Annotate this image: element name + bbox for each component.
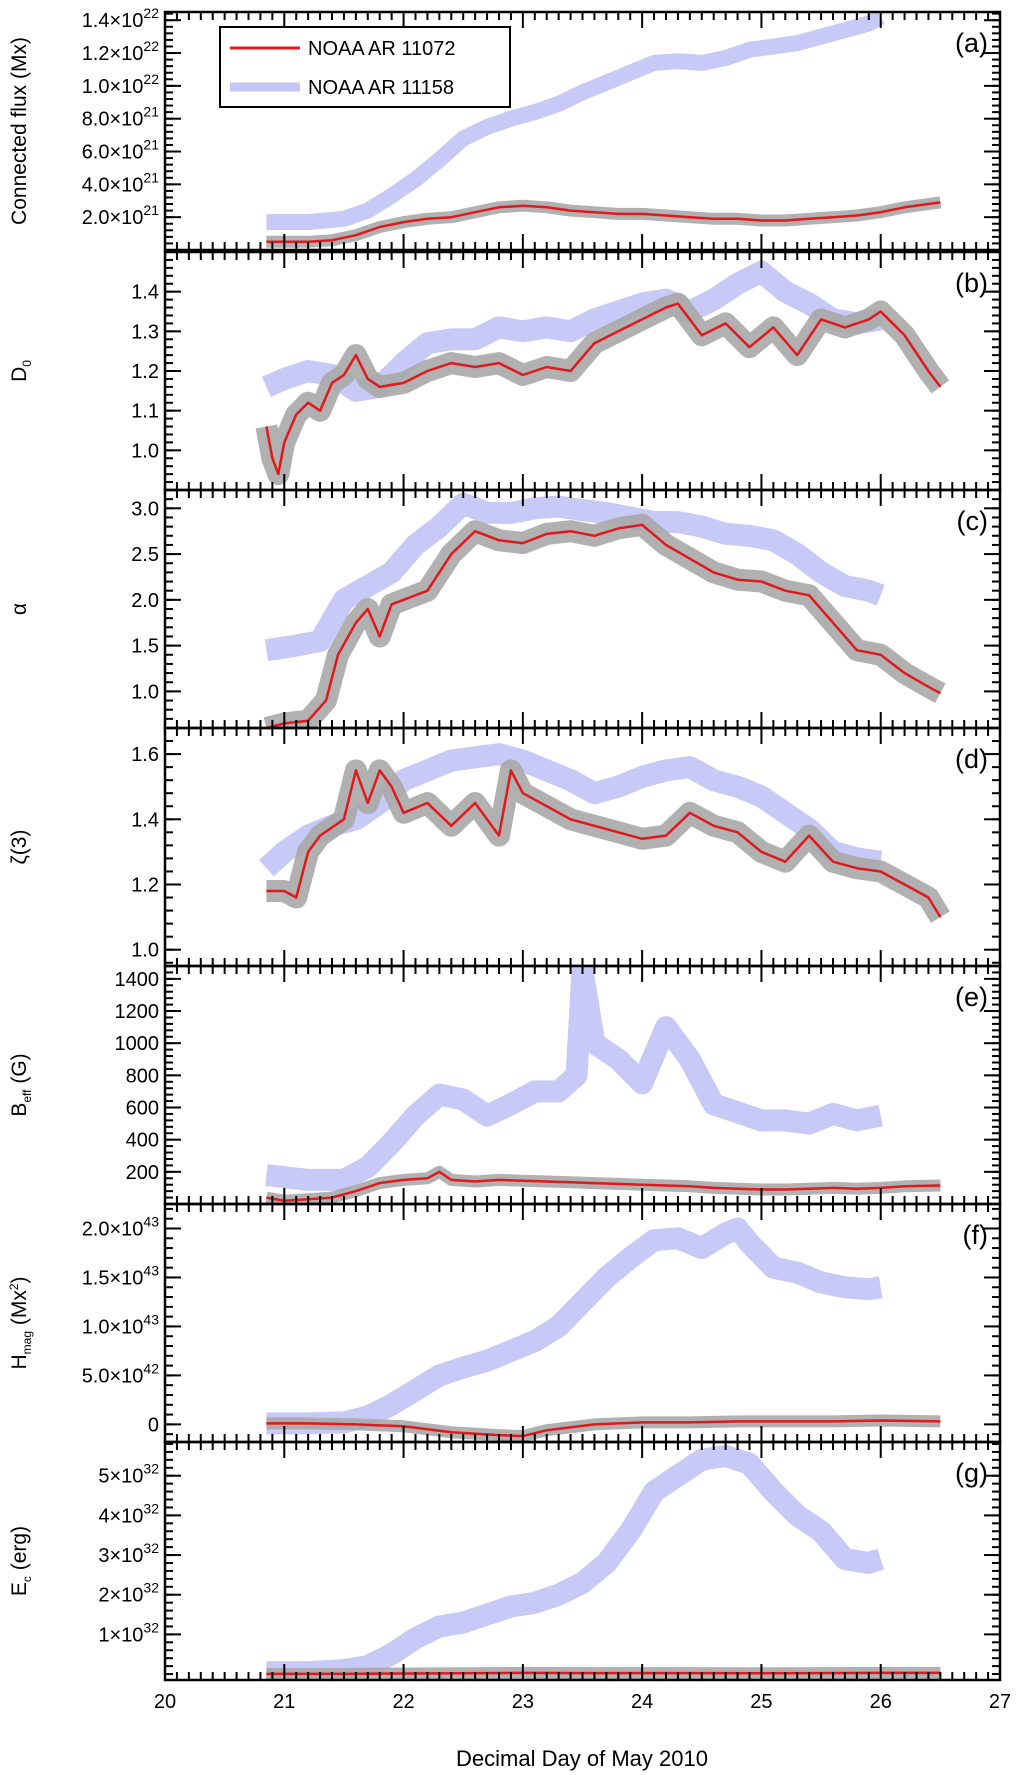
panels-layer: 2.0×1021 4.0×1021 6.0×1021 8.0×1021 1.0×1022… [7, 5, 1011, 1713]
series-ar11158-line [265, 966, 883, 1191]
y-tick-label: 2.0×1043 [82, 1213, 160, 1240]
y-tick-label: 4×1032 [98, 1500, 159, 1527]
y-tick-label: 1.0×1043 [82, 1311, 160, 1338]
y-tick-label: 1×1032 [98, 1619, 159, 1646]
y-tick-label: 1.2 [131, 874, 159, 896]
y-tick-label: 1.2 [131, 361, 159, 383]
y-tick-label: 2.0 [131, 590, 159, 612]
y-tick-label: 1.0 [131, 440, 159, 462]
x-tick-label: 20 [154, 1691, 176, 1713]
legend: NOAA AR 11072 NOAA AR 11158 [219, 26, 511, 108]
y-tick-label: 1.6 [131, 744, 159, 766]
plot-area [263, 492, 946, 728]
panel-tag: (d) [955, 744, 988, 774]
y-tick-label: 1.0 [131, 940, 159, 962]
panel-tag: (f) [963, 1220, 988, 1250]
y-tick-label: 4.0×1021 [82, 169, 160, 196]
legend-label-ar11158: NOAA AR 11158 [308, 77, 454, 99]
panel-a: 2.0×1021 4.0×1021 6.0×1021 8.0×1021 1.0×1022… [8, 5, 1002, 252]
y-tick-label: 1400 [115, 969, 160, 991]
panel-e: 200 400 600 800 1000 1200 1400 (e) Beff (G) [8, 964, 1002, 1206]
panel-b: 1.0 1.1 1.2 1.3 1.4 (b) D0 [8, 250, 1002, 492]
y-axis-title: Beff (G) [8, 1053, 34, 1116]
x-tick-label: 26 [870, 1691, 892, 1713]
y-tick-label: 1.0 [131, 681, 159, 703]
series-ar11072-line [266, 1170, 941, 1203]
series-ar11072-line [265, 302, 942, 476]
x-tick-label: 25 [750, 1691, 772, 1713]
panel-tag: (c) [957, 506, 988, 536]
y-tick-label: 3×1032 [98, 1540, 159, 1567]
y-axis-title: Hmag (Mx2) [7, 1276, 34, 1369]
y-tick-label: 5×1032 [98, 1461, 159, 1488]
y-axis-title: D0 [8, 360, 34, 382]
y-tick-label: 5.0×1042 [82, 1360, 160, 1387]
y-tick-label: 600 [126, 1098, 159, 1120]
y-tick-label: 1.3 [131, 321, 159, 343]
panel-c: 1.0 1.5 2.0 2.5 3.0 (c) α [8, 488, 1002, 730]
series-ar11072-error-band [263, 513, 946, 728]
series-ar11158-line [266, 1217, 883, 1435]
y-tick-label: 1.4 [131, 282, 159, 304]
y-tick-label: 1000 [115, 1033, 160, 1055]
series-ar11158-line [264, 492, 885, 662]
y-tick-label: 400 [126, 1130, 159, 1152]
series-ar11072-line [266, 1671, 941, 1676]
y-tick-label: 1.1 [131, 401, 159, 423]
x-tick-label: 22 [392, 1691, 414, 1713]
series-ar11072-line [266, 523, 941, 728]
y-tick-label: 1.0×1022 [82, 71, 160, 98]
panel-d: 1.0 1.2 1.4 1.6 (d) ζ(3) [8, 726, 1002, 968]
y-tick-label: 200 [126, 1162, 159, 1184]
legend-label-ar11072: NOAA AR 11072 [308, 38, 456, 60]
legend-box [219, 26, 511, 108]
y-tick-label: 1.5 [131, 636, 159, 658]
series-ar11072-line [266, 201, 941, 244]
series-ar11158-line [266, 12, 885, 231]
x-tick-label: 21 [273, 1691, 295, 1713]
y-axis-title: α [8, 603, 31, 615]
series-ar11158-line [258, 743, 883, 877]
y-tick-label: 0 [148, 1414, 159, 1436]
y-tick-label: 8.0×1021 [82, 104, 160, 131]
series-ar11158-line [261, 260, 883, 402]
series-ar11072-line [266, 769, 942, 918]
y-tick-label: 6.0×1021 [82, 137, 160, 164]
y-axis-title: Ec (erg) [8, 1526, 34, 1596]
y-tick-label: 1.2×1022 [82, 38, 160, 65]
panel-g: 1×1032 2×1032 3×1032 4×1032 5×1032 (g) Ec (erg… [8, 1440, 1002, 1682]
y-tick-label: 2.0×1021 [82, 202, 160, 229]
plot-area [258, 743, 950, 923]
y-tick-label: 2.5 [131, 544, 159, 566]
y-tick-label: 1.4 [131, 809, 159, 831]
plot-area [265, 966, 941, 1204]
plot-area [266, 1444, 941, 1680]
panel-frame [163, 1202, 1002, 1444]
y-tick-label: 1.5×1043 [82, 1262, 160, 1289]
plot-area [255, 260, 950, 486]
x-tick-label: 24 [631, 1691, 653, 1713]
panel-tag: (g) [955, 1458, 988, 1488]
plot-area [266, 1217, 941, 1442]
x-tick-label: 27 [989, 1691, 1011, 1713]
panel-tag: (a) [955, 28, 988, 58]
y-axis-title: ζ(3) [8, 830, 31, 865]
x-tick-label: 23 [512, 1691, 534, 1713]
panel-tag: (e) [955, 982, 988, 1012]
panel-f: 0 5.0×1042 1.0×1043 1.5×1043 2.0×1043 (f) Hmag… [7, 1202, 1002, 1444]
y-tick-label: 800 [126, 1065, 159, 1087]
series-ar11072-error-band [255, 292, 950, 486]
y-tick-label: 2×1032 [98, 1580, 159, 1607]
panel-tag: (b) [955, 268, 988, 298]
y-tick-label: 1.4×1022 [82, 5, 160, 32]
y-tick-label: 1200 [115, 1001, 160, 1023]
series-ar11072-line [266, 1419, 941, 1438]
plot-area [266, 12, 942, 248]
y-axis-title: Connected flux (Mx) [8, 37, 31, 225]
y-tick-label: 3.0 [131, 498, 159, 520]
series-ar11158-line [266, 1444, 885, 1680]
x-axis-title: Decimal Day of May 2010 [456, 1746, 708, 1771]
